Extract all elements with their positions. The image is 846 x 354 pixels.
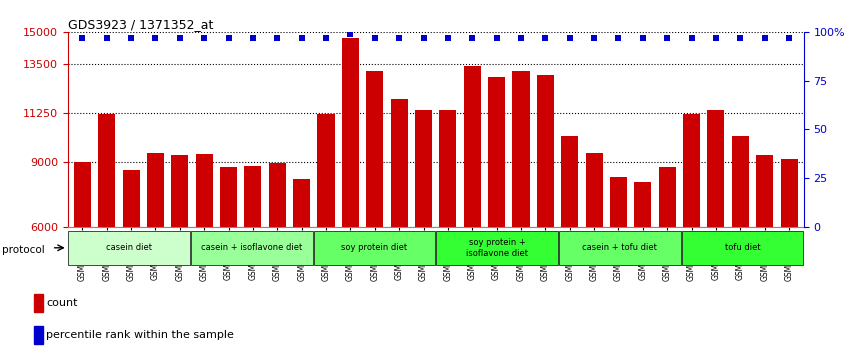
Bar [634, 182, 651, 354]
Point [636, 35, 650, 41]
Point [709, 35, 722, 41]
Text: soy protein +
isoflavone diet: soy protein + isoflavone diet [466, 238, 528, 257]
Text: casein + tofu diet: casein + tofu diet [582, 243, 657, 252]
Point [368, 35, 382, 41]
Bar [732, 136, 749, 354]
Point [465, 35, 479, 41]
Point [222, 35, 235, 41]
Bar [610, 177, 627, 354]
Bar [488, 77, 505, 354]
Point [100, 35, 113, 41]
Bar [147, 153, 164, 354]
Point [417, 35, 431, 41]
Text: percentile rank within the sample: percentile rank within the sample [46, 330, 233, 340]
FancyBboxPatch shape [437, 231, 558, 265]
Point [124, 35, 138, 41]
Bar [561, 136, 579, 354]
Point [539, 35, 552, 41]
Bar [195, 154, 212, 354]
Point [783, 35, 796, 41]
Bar [293, 179, 310, 354]
FancyBboxPatch shape [559, 231, 680, 265]
Point [246, 35, 260, 41]
Bar [317, 114, 334, 354]
FancyBboxPatch shape [682, 231, 803, 265]
Text: protocol: protocol [2, 245, 45, 255]
Bar [269, 163, 286, 354]
Point [441, 35, 454, 41]
Bar [171, 155, 189, 354]
Point [393, 35, 406, 41]
Bar [342, 38, 359, 354]
Bar [707, 110, 724, 354]
Point [149, 35, 162, 41]
Bar [464, 67, 481, 354]
Point [684, 35, 698, 41]
Text: GDS3923 / 1371352_at: GDS3923 / 1371352_at [68, 18, 213, 31]
Point [514, 35, 528, 41]
Text: casein + isoflavone diet: casein + isoflavone diet [201, 243, 302, 252]
Point [733, 35, 747, 41]
Point [587, 35, 601, 41]
Point [75, 35, 89, 41]
Point [319, 35, 332, 41]
Text: casein diet: casein diet [106, 243, 152, 252]
FancyBboxPatch shape [191, 231, 312, 265]
Bar [537, 75, 554, 354]
Point [343, 31, 357, 37]
Text: tofu diet: tofu diet [724, 243, 761, 252]
Bar [391, 99, 408, 354]
Bar [220, 167, 237, 354]
Bar [74, 162, 91, 354]
Bar [123, 170, 140, 354]
Text: count: count [46, 298, 78, 308]
Point [197, 35, 211, 41]
FancyBboxPatch shape [69, 231, 190, 265]
Bar [756, 155, 773, 354]
Bar [34, 326, 43, 344]
Bar [585, 153, 602, 354]
FancyBboxPatch shape [314, 231, 435, 265]
Point [661, 35, 674, 41]
Bar [98, 114, 115, 354]
Bar [513, 71, 530, 354]
Point [271, 35, 284, 41]
Bar [659, 167, 676, 354]
Bar [415, 110, 432, 354]
Bar [439, 110, 456, 354]
Bar [683, 114, 700, 354]
Point [490, 35, 503, 41]
Bar [244, 166, 261, 354]
Bar [366, 71, 383, 354]
Point [758, 35, 772, 41]
Text: soy protein diet: soy protein diet [341, 243, 408, 252]
Bar [781, 160, 798, 354]
Bar [34, 295, 43, 312]
Point [563, 35, 576, 41]
Point [295, 35, 309, 41]
Point [173, 35, 187, 41]
Point [612, 35, 625, 41]
